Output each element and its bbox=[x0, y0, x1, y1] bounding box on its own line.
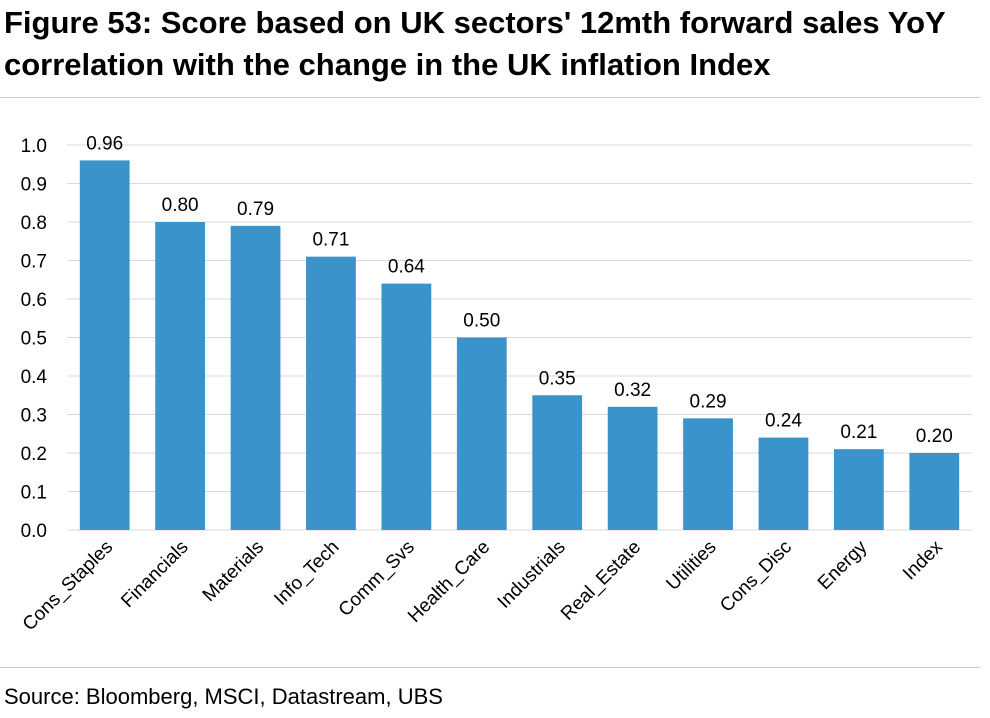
bar bbox=[381, 283, 432, 530]
y-tick-label: 0.7 bbox=[21, 252, 47, 273]
bar-value-label: 0.71 bbox=[312, 230, 349, 251]
y-axis-labels: 0.0 0.1 0.2 0.3 0.4 0.5 0.6 0.7 0.8 0.9 1.0 bbox=[21, 136, 48, 542]
y-tick-label: 0.5 bbox=[21, 329, 47, 350]
y-tick-label: 0.8 bbox=[21, 213, 47, 234]
bar bbox=[532, 395, 583, 530]
bar bbox=[683, 418, 733, 530]
gridlines bbox=[67, 144, 972, 531]
x-category-label: Index bbox=[899, 536, 947, 584]
x-category-label: Real_Estate bbox=[557, 537, 645, 625]
x-category-label: Industrials bbox=[494, 537, 570, 613]
source-divider bbox=[0, 667, 980, 668]
y-tick-label: 0.0 bbox=[21, 521, 47, 542]
x-category-label: Energy bbox=[814, 536, 872, 594]
bar-value-label: 0.80 bbox=[162, 195, 199, 216]
bar-value-label: 0.96 bbox=[86, 133, 123, 154]
bar-value-label: 0.32 bbox=[614, 380, 651, 401]
y-tick-label: 0.3 bbox=[21, 406, 47, 427]
bar-value-label: 0.24 bbox=[765, 411, 802, 432]
y-tick-label: 0.6 bbox=[21, 290, 47, 311]
x-category-label: Cons_Staples bbox=[19, 537, 117, 635]
bar bbox=[758, 437, 809, 530]
bar-value-label: 0.79 bbox=[237, 199, 274, 220]
bar-chart: 0.00.10.20.30.40.50.60.70.80.91.0 0.960.… bbox=[19, 133, 972, 635]
bar bbox=[456, 337, 507, 530]
bar-value-label: 0.20 bbox=[916, 426, 953, 447]
bar-value-label: 0.35 bbox=[539, 368, 576, 389]
bar-value-label: 0.29 bbox=[690, 391, 727, 412]
data-labels: 0.96 0.80 0.79 0.71 0.64 0.50 0.35 0.32 0.29 0.24… bbox=[86, 133, 953, 447]
title-divider bbox=[0, 97, 980, 98]
y-tick-label: 0.2 bbox=[21, 444, 47, 465]
x-axis-labels: Cons_Staples Financials Materials Info_Tech… bbox=[19, 536, 947, 635]
bars bbox=[79, 160, 960, 530]
x-category-label: Cons_Disc bbox=[716, 537, 796, 617]
bar bbox=[230, 225, 281, 530]
x-category-label: Info_Tech bbox=[270, 537, 343, 610]
x-category-label: Financials bbox=[117, 537, 192, 612]
source-note: Source: Bloomberg, MSCI, Datastream, UBS bbox=[4, 684, 443, 709]
bar bbox=[607, 406, 658, 530]
bar bbox=[306, 256, 356, 530]
y-tick-label: 0.4 bbox=[21, 367, 48, 388]
bar bbox=[909, 453, 960, 530]
figure-title: Figure 53: Score based on UK sectors' 12… bbox=[4, 5, 946, 82]
x-category-label: Materials bbox=[199, 537, 268, 606]
bar-value-label: 0.21 bbox=[840, 422, 877, 443]
y-tick-label: 1.0 bbox=[21, 136, 47, 157]
y-tick-label: 0.1 bbox=[21, 483, 47, 504]
bar-value-label: 0.64 bbox=[388, 257, 425, 278]
bar-value-label: 0.50 bbox=[463, 311, 500, 332]
x-category-label: Utilities bbox=[662, 537, 720, 595]
y-tick-label: 0.9 bbox=[21, 175, 47, 196]
bar bbox=[79, 160, 130, 530]
bar bbox=[833, 449, 884, 530]
x-category-label: Comm_Svs bbox=[335, 537, 419, 621]
bar bbox=[155, 222, 206, 530]
